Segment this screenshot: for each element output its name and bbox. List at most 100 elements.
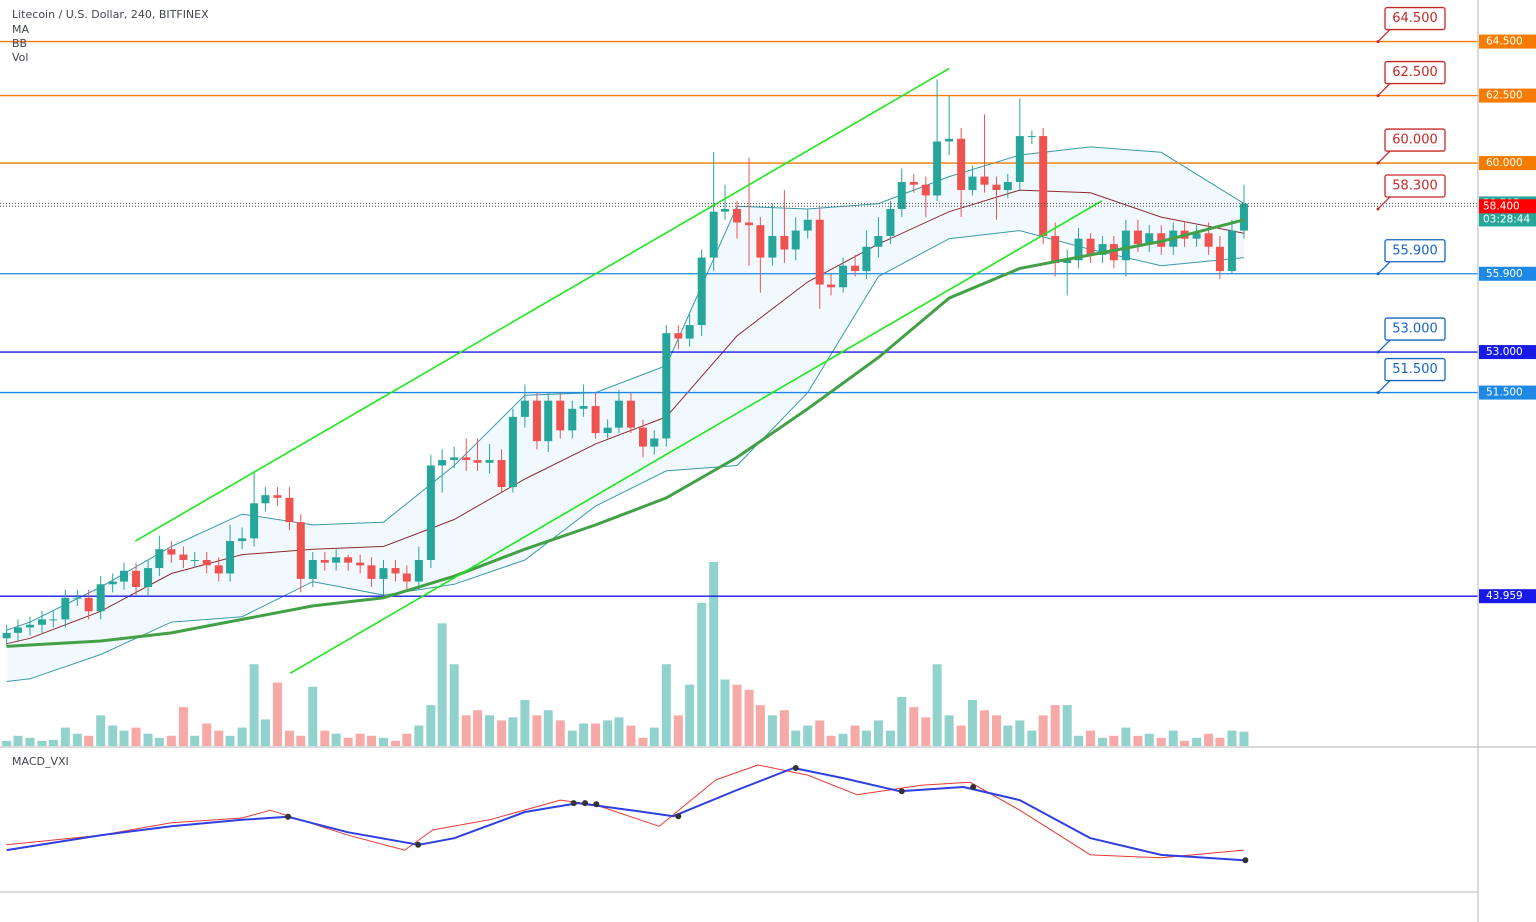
candle-body <box>851 265 860 272</box>
callout-anchor <box>1376 207 1380 211</box>
volume-bar <box>767 715 777 746</box>
callout-label: 58.300 <box>1392 178 1438 193</box>
candle-body <box>508 416 517 488</box>
candle-body <box>356 562 365 566</box>
candle-body <box>957 138 966 191</box>
time-axis-bg <box>0 892 1478 922</box>
callout-label: 62.500 <box>1392 65 1438 80</box>
volume-bar <box>932 664 942 746</box>
volume-bar <box>921 717 931 746</box>
level-tag <box>1479 385 1536 400</box>
volume-bar <box>649 727 659 746</box>
volume-bar <box>143 733 153 746</box>
volume-bar <box>25 737 35 746</box>
volume-bar <box>84 735 94 746</box>
volume-bar <box>225 735 235 746</box>
candle-body <box>745 222 754 226</box>
candle-body <box>638 427 647 447</box>
volume-bar <box>897 696 907 746</box>
candle-body <box>933 141 942 196</box>
volume-bar <box>1050 705 1060 746</box>
candle-body <box>13 627 22 633</box>
volume-bar <box>956 725 966 746</box>
volume-bar <box>449 664 459 746</box>
candle-body <box>344 557 353 563</box>
volume-bar <box>320 730 330 746</box>
volume-bar <box>119 730 129 746</box>
candle-body <box>1086 238 1095 255</box>
volume-bar <box>755 705 765 746</box>
volume-bar <box>343 737 353 746</box>
volume-bar <box>131 727 141 746</box>
callout-pointer <box>1377 261 1391 275</box>
level-tag <box>1479 34 1536 49</box>
candle-body <box>697 257 706 326</box>
candle-body <box>391 568 400 574</box>
volume-bar <box>1156 737 1166 746</box>
candle-body <box>1074 238 1083 261</box>
volume-bar <box>296 735 306 746</box>
callout-label: 64.500 <box>1392 11 1438 26</box>
candle-body <box>1003 181 1012 191</box>
candle-body <box>108 581 117 585</box>
volume-bar <box>260 719 270 746</box>
macd-cross-dot <box>1242 857 1249 864</box>
callout-anchor <box>1376 391 1380 395</box>
price-tag <box>1479 199 1536 214</box>
candle-body <box>402 573 411 582</box>
candle-body <box>733 208 742 223</box>
candle-body <box>250 503 259 539</box>
macd-cross-dot <box>582 800 589 807</box>
volume-bar <box>638 737 648 746</box>
level-tag <box>1479 156 1536 171</box>
volume-bar <box>108 725 118 746</box>
macd-cross-dot <box>970 784 977 791</box>
volume-bar <box>308 686 318 746</box>
level-tag-label: 60.000 <box>1486 157 1523 169</box>
candle-body <box>96 584 105 612</box>
volume-bar <box>1027 730 1037 746</box>
callout-label: 55.900 <box>1392 243 1438 258</box>
candle-body <box>120 570 129 582</box>
macd-pane <box>6 764 1249 864</box>
volume-bar <box>249 664 259 746</box>
volume-bar <box>555 720 565 746</box>
callout-anchor <box>1376 40 1380 44</box>
candle-body <box>803 219 812 231</box>
candle-body <box>1204 233 1213 247</box>
candle-body <box>450 457 459 461</box>
candle-body <box>144 568 153 587</box>
candle-body <box>132 570 141 587</box>
candle-body <box>238 538 247 542</box>
candle-body <box>1027 136 1036 138</box>
macd-cross-dot <box>898 788 905 795</box>
callout-label: 60.000 <box>1392 133 1438 148</box>
candle-body <box>167 549 176 555</box>
volume-bar <box>815 720 825 746</box>
candle-body <box>1039 136 1048 236</box>
volume-bar <box>331 733 341 746</box>
candle-body <box>674 333 683 339</box>
candle-body <box>25 624 34 628</box>
volume-bar <box>614 717 624 746</box>
level-tag <box>1479 345 1536 360</box>
level-tag <box>1479 266 1536 281</box>
volume-bar <box>1003 725 1013 746</box>
volume-bar <box>1098 737 1108 746</box>
callout-pointer <box>1377 83 1391 97</box>
volume-bar <box>603 720 613 746</box>
volume-bar <box>992 715 1002 746</box>
macd-cross-dot <box>792 764 799 771</box>
volume-bar <box>60 727 70 746</box>
candle-body <box>226 541 235 574</box>
bb-basis <box>6 189 1245 645</box>
callout-pointer <box>1377 196 1391 210</box>
volume-bar <box>1215 737 1225 746</box>
volume-bar <box>485 715 495 746</box>
macd-cross-dot <box>570 800 577 807</box>
volume-bar <box>13 735 23 746</box>
callout-box <box>1384 239 1446 263</box>
callout-box <box>1384 6 1446 31</box>
callout-pointer <box>1377 339 1391 353</box>
